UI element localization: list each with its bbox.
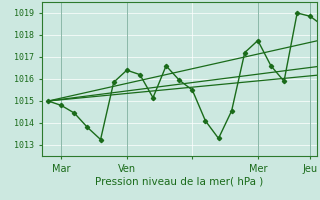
X-axis label: Pression niveau de la mer( hPa ): Pression niveau de la mer( hPa ) [95,176,263,186]
